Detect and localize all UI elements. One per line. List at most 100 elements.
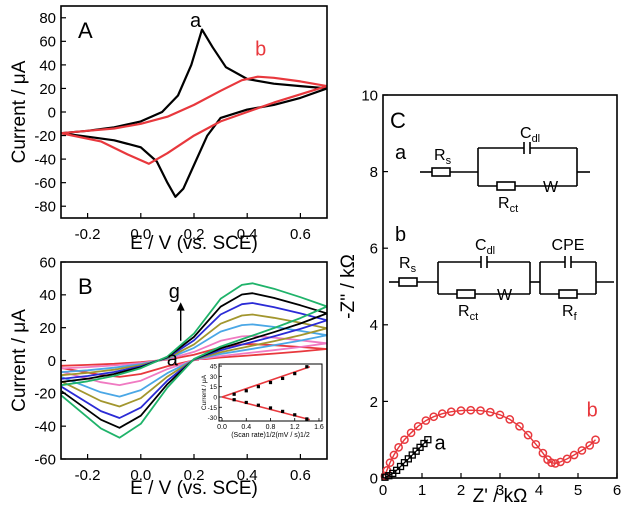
- inset-x-tick-label: 1.2: [290, 424, 300, 431]
- inset-y-tick-label: 30: [210, 374, 218, 381]
- panel-label-a: A: [78, 18, 93, 43]
- nyquist-point-a: [385, 472, 393, 480]
- circuit-a-rct-label: Rct: [498, 195, 518, 215]
- panel-label-c: C: [390, 108, 406, 133]
- inset-point-anodic: [268, 380, 273, 385]
- x-tick-label: 4: [535, 482, 543, 499]
- series-label-a: a: [167, 348, 179, 370]
- nyquist-point-a: [412, 447, 420, 455]
- inset-y-tick-label: 15: [210, 384, 218, 391]
- y-tick-label: 0: [48, 353, 56, 370]
- inset-x-tick-label: 0.0: [217, 424, 227, 431]
- nyquist-point-b: [394, 443, 403, 452]
- x-tick-label: 0.6: [290, 226, 311, 243]
- nyquist-point-b: [523, 430, 533, 440]
- circuit-b-cdl-label: Cdl: [475, 237, 495, 257]
- x-tick-label: 0.2: [184, 226, 205, 243]
- x-tick-label: -0.2: [75, 467, 101, 484]
- y-tick-label: -60: [34, 451, 56, 468]
- inset-background: [199, 360, 326, 445]
- x-tick-label: 5: [574, 482, 582, 499]
- plot-frame-a: [60, 5, 328, 219]
- y-tick-label: 8: [370, 164, 378, 181]
- inset-y-tick-label: -30: [208, 415, 218, 422]
- nyquist-point-b: [389, 450, 399, 460]
- y-tick-label: 40: [39, 287, 56, 304]
- nyquist-point-a: [404, 455, 413, 463]
- nyquist-point-a: [381, 473, 389, 481]
- y-tick-label: 80: [39, 10, 56, 27]
- circuit-a-rs: [431, 167, 451, 177]
- y-tick-label: 6: [370, 241, 378, 258]
- circuit-a-label: a: [395, 142, 407, 164]
- inset-point-anodic: [281, 376, 285, 381]
- y-tick-label: -40: [34, 152, 56, 169]
- y-tick-label: 0: [48, 104, 56, 121]
- nyquist-point-b: [585, 441, 595, 450]
- circuit-b-cpe-gap: [565, 256, 571, 268]
- x-tick-label: 2: [457, 482, 465, 499]
- inset-x-tick-label: 0.8: [266, 424, 276, 431]
- y-axis-title: Current / μA: [9, 309, 30, 412]
- inset-y-axis-title: Current / μA: [201, 374, 208, 410]
- nyquist-point-a: [420, 439, 428, 448]
- nyquist-point-a: [424, 436, 432, 444]
- inset-point-cathodic: [281, 409, 285, 413]
- inset-point-cathodic: [244, 400, 248, 405]
- circuit-b-rct: [456, 289, 476, 299]
- y-tick-label: -20: [34, 386, 56, 403]
- nyquist-point-b: [485, 407, 495, 417]
- inset-point-cathodic: [256, 403, 260, 407]
- nyquist-point-b: [591, 435, 600, 445]
- nyquist-point-b: [446, 407, 456, 417]
- circuit-b-label: b: [395, 224, 406, 246]
- nyquist-point-b: [551, 459, 560, 468]
- y-axis-title: Current / μA: [9, 60, 30, 163]
- y-axis-title: -Z'' / kΩ: [338, 254, 359, 319]
- x-tick-label: 6: [613, 482, 621, 499]
- inset-y-tick-label: 0: [213, 394, 217, 401]
- nyquist-point-b: [429, 412, 439, 422]
- x-tick-label: 0.2: [184, 467, 205, 484]
- circuit-a-w-label: W: [543, 179, 559, 196]
- curve-label-b: b: [587, 400, 598, 422]
- nyquist-point-b: [495, 410, 505, 420]
- nyquist-point-b: [466, 405, 476, 415]
- y-tick-label: 20: [39, 320, 56, 337]
- y-tick-label: 10: [361, 87, 378, 104]
- nyquist-point-b: [577, 446, 587, 455]
- x-tick-label: 0.0: [130, 467, 151, 484]
- cv-series-6: [61, 282, 327, 439]
- curve-label-a: a: [434, 432, 446, 454]
- inset-fit-anodic: [221, 365, 311, 398]
- circuit-b-rf: [558, 289, 578, 299]
- x-tick-label: 0: [379, 482, 387, 499]
- nyquist-point-b: [406, 428, 416, 438]
- circuit-a-rs-label: Rs: [434, 147, 452, 167]
- nyquist-point-a: [396, 462, 405, 471]
- inset-point-anodic: [256, 385, 260, 389]
- y-tick-label: 2: [370, 394, 378, 411]
- series-line-b: [61, 75, 327, 165]
- panel-label-b: B: [78, 274, 93, 299]
- x-tick-label: 0.4: [237, 467, 258, 484]
- inset-x-tick-label: 1.6: [314, 424, 324, 431]
- inset-point-anodic: [305, 365, 309, 369]
- nyquist-point-b: [400, 435, 409, 445]
- x-tick-label: -0.2: [75, 226, 101, 243]
- x-tick-label: 0.4: [237, 226, 258, 243]
- x-tick-label: 1: [418, 482, 426, 499]
- nyquist-point-b: [538, 448, 548, 458]
- y-tick-label: 60: [39, 254, 56, 271]
- circuit-b-rf-label: Rf: [562, 303, 578, 323]
- y-tick-label: -40: [34, 419, 56, 436]
- circuit-a-cdl-label: Cdl: [520, 125, 540, 145]
- y-tick-label: 60: [39, 34, 56, 51]
- inset-point-anodic: [293, 372, 297, 376]
- x-tick-label: 3: [496, 482, 504, 499]
- nyquist-point-b: [476, 406, 485, 415]
- nyquist-point-b: [562, 454, 572, 464]
- x-axis-title: E / V (vs. SCE): [130, 478, 258, 499]
- circuit-b-cdl-gap: [481, 256, 487, 268]
- inset-point-cathodic: [293, 413, 297, 417]
